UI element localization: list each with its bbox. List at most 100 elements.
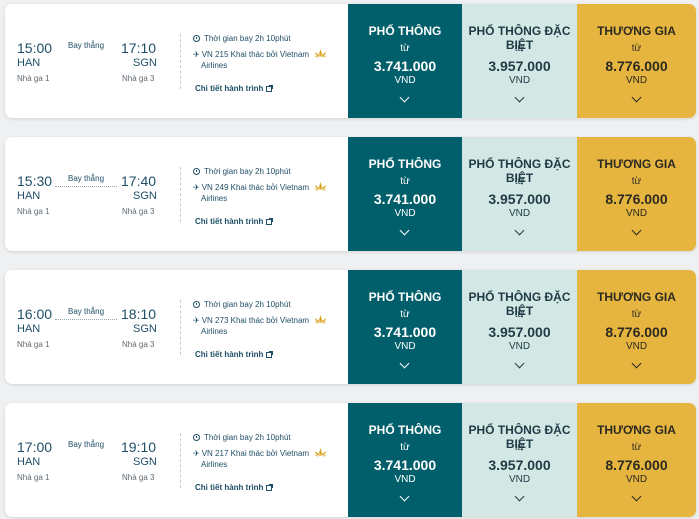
chevron-down-icon bbox=[631, 358, 641, 369]
fare-price: 3.741.000 bbox=[373, 457, 437, 473]
airline-name-cont: Airlines bbox=[201, 327, 228, 336]
lotus-icon bbox=[314, 49, 328, 60]
plane-icon: ✈ bbox=[193, 449, 200, 458]
fare-price: 3.957.000 bbox=[488, 191, 551, 207]
fare-class: PHỔ THÔNG bbox=[368, 157, 442, 171]
fare-premium-economy[interactable]: PHỔ THÔNG ĐẶC BIỆT từ 3.957.000 VND bbox=[462, 270, 577, 384]
details-link-label: Chi tiết hành trình bbox=[195, 483, 264, 492]
flight-details-link[interactable]: Chi tiết hành trình bbox=[195, 217, 274, 226]
fare-price: 8.776.000 bbox=[605, 324, 668, 340]
arrival-time: 19:10 bbox=[121, 439, 157, 455]
fare-from-label: từ bbox=[400, 442, 410, 453]
arrival-terminal: Nhà ga 3 bbox=[122, 74, 155, 83]
airline-name-cont: Airlines bbox=[201, 460, 228, 469]
fare-currency: VND bbox=[394, 474, 416, 485]
fare-premium-economy[interactable]: PHỔ THÔNG ĐẶC BIỆT từ 3.957.000 VND bbox=[462, 4, 577, 118]
fare-currency: VND bbox=[625, 208, 648, 219]
fare-from-label: từ bbox=[400, 43, 410, 54]
clock-icon bbox=[193, 35, 200, 42]
fare-class: PHỔ THÔNG bbox=[368, 290, 442, 304]
chevron-down-icon bbox=[514, 491, 524, 502]
fare-from-label: từ bbox=[631, 309, 642, 320]
fare-class: PHỔ THÔNG bbox=[368, 24, 442, 38]
departure-terminal: Nhà ga 1 bbox=[17, 207, 50, 216]
fare-economy[interactable]: PHỔ THÔNG từ 3.741.000 VND bbox=[348, 4, 462, 118]
flight-details-link[interactable]: Chi tiết hành trình bbox=[195, 483, 274, 492]
fare-currency: VND bbox=[508, 75, 531, 86]
fare-premium-economy[interactable]: PHỔ THÔNG ĐẶC BIỆT từ 3.957.000 VND bbox=[462, 403, 577, 517]
departure-airport: HAN bbox=[17, 190, 41, 202]
fare-from-label: từ bbox=[400, 309, 410, 320]
flight-info-panel: 16:00 Bay thẳng 18:10 HAN SGN Nhà ga 1 N… bbox=[5, 270, 348, 384]
flight-duration: Thời gian bay 2h 10phút bbox=[204, 433, 291, 442]
arrival-airport: SGN bbox=[133, 57, 157, 69]
route-dotted-line bbox=[55, 319, 117, 320]
external-link-icon bbox=[266, 483, 274, 491]
duration-row: Thời gian bay 2h 10phút bbox=[193, 167, 291, 176]
fare-economy[interactable]: PHỔ THÔNG từ 3.741.000 VND bbox=[348, 403, 462, 517]
flight-info-panel: 15:30 Bay thẳng 17:40 HAN SGN Nhà ga 1 N… bbox=[5, 137, 348, 251]
departure-time: 17:00 bbox=[17, 439, 53, 455]
details-link-label: Chi tiết hành trình bbox=[195, 350, 264, 359]
flight-duration: Thời gian bay 2h 10phút bbox=[204, 34, 291, 43]
lotus-icon bbox=[314, 182, 328, 193]
flight-card: 16:00 Bay thẳng 18:10 HAN SGN Nhà ga 1 N… bbox=[5, 270, 696, 384]
flight-details-link[interactable]: Chi tiết hành trình bbox=[195, 350, 274, 359]
duration-row: Thời gian bay 2h 10phút bbox=[193, 433, 291, 442]
fare-price: 8.776.000 bbox=[605, 58, 668, 74]
departure-time: 16:00 bbox=[17, 306, 53, 322]
external-link-icon bbox=[266, 84, 274, 92]
fare-currency: VND bbox=[508, 208, 531, 219]
flight-operator: VN 273 Khai thác bởi Vietnam bbox=[201, 316, 310, 325]
fare-business[interactable]: THƯƠNG GIA từ 8.776.000 VND bbox=[577, 403, 696, 517]
flight-number-row: ✈ VN 249 Khai thác bởi Vietnam bbox=[193, 182, 328, 193]
fare-from-label: từ bbox=[514, 442, 525, 453]
departure-airport: HAN bbox=[17, 323, 41, 335]
fare-premium-economy[interactable]: PHỔ THÔNG ĐẶC BIỆT từ 3.957.000 VND bbox=[462, 137, 577, 251]
fare-business[interactable]: THƯƠNG GIA từ 8.776.000 VND bbox=[577, 270, 696, 384]
chevron-down-icon bbox=[631, 225, 641, 236]
fare-business[interactable]: THƯƠNG GIA từ 8.776.000 VND bbox=[577, 137, 696, 251]
chevron-down-icon bbox=[514, 92, 524, 103]
fare-economy[interactable]: PHỔ THÔNG từ 3.741.000 VND bbox=[348, 270, 462, 384]
fare-from-label: từ bbox=[631, 43, 642, 54]
fare-from-label: từ bbox=[631, 176, 642, 187]
fare-price: 8.776.000 bbox=[605, 457, 668, 473]
airline-name-cont: Airlines bbox=[201, 194, 228, 203]
fare-price: 8.776.000 bbox=[605, 191, 668, 207]
flight-operator: VN 217 Khai thác bởi Vietnam bbox=[201, 449, 310, 458]
fare-price: 3.741.000 bbox=[373, 191, 437, 207]
clock-icon bbox=[193, 168, 200, 175]
fare-currency: VND bbox=[625, 474, 648, 485]
fare-price: 3.957.000 bbox=[488, 457, 551, 473]
departure-terminal: Nhà ga 1 bbox=[17, 473, 50, 482]
fare-currency: VND bbox=[508, 341, 531, 352]
fare-price: 3.741.000 bbox=[373, 58, 437, 74]
flight-card: 17:00 Bay thẳng 19:10 HAN SGN Nhà ga 1 N… bbox=[5, 403, 696, 517]
arrival-time: 18:10 bbox=[121, 306, 157, 322]
arrival-terminal: Nhà ga 3 bbox=[122, 340, 155, 349]
chevron-down-icon bbox=[399, 92, 410, 103]
flight-operator: VN 215 Khai thác bởi Vietnam bbox=[201, 50, 310, 59]
info-divider bbox=[180, 433, 181, 488]
chevron-down-icon bbox=[399, 358, 410, 369]
chevron-down-icon bbox=[514, 225, 524, 236]
fare-class: THƯƠNG GIA bbox=[597, 157, 676, 171]
fare-from-label: từ bbox=[514, 309, 525, 320]
flight-number-row: ✈ VN 273 Khai thác bởi Vietnam bbox=[193, 315, 328, 326]
clock-icon bbox=[193, 434, 200, 441]
route-dotted-line bbox=[55, 186, 117, 187]
details-link-label: Chi tiết hành trình bbox=[195, 217, 264, 226]
fare-business[interactable]: THƯƠNG GIA từ 8.776.000 VND bbox=[577, 4, 696, 118]
direct-flight-label: Bay thẳng bbox=[67, 174, 105, 183]
external-link-icon bbox=[266, 350, 274, 358]
departure-time: 15:00 bbox=[17, 40, 53, 56]
fare-class: THƯƠNG GIA bbox=[597, 24, 676, 38]
external-link-icon bbox=[266, 217, 274, 225]
fare-currency: VND bbox=[394, 208, 416, 219]
flight-number-row: ✈ VN 215 Khai thác bởi Vietnam bbox=[193, 49, 328, 60]
arrival-airport: SGN bbox=[133, 456, 157, 468]
fare-currency: VND bbox=[508, 474, 531, 485]
flight-details-link[interactable]: Chi tiết hành trình bbox=[195, 84, 274, 93]
fare-economy[interactable]: PHỔ THÔNG từ 3.741.000 VND bbox=[348, 137, 462, 251]
